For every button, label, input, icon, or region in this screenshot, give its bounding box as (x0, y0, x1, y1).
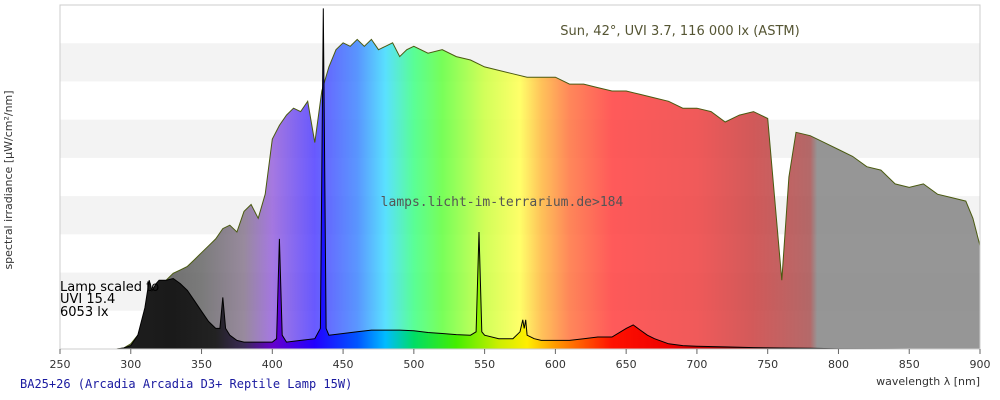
x-tick-label: 300 (120, 358, 141, 371)
watermark: lamps.licht-im-terrarium.de>184 (381, 195, 624, 210)
sun-legend-label: Sun, 42°, UVI 3.7, 116 000 lx (ASTM) (560, 24, 799, 39)
x-axis: 250 300 350 400 450 500 550 600 650 700 750 800 850 9… (50, 349, 991, 371)
y-axis-label: spectral irradiance [µW/cm²/nm] (2, 90, 15, 269)
plot-frame (59, 4, 981, 350)
x-tick-label: 250 (50, 358, 71, 371)
sun-spectrum-line (116, 38, 980, 349)
x-tick-label: 550 (474, 358, 495, 371)
x-axis-label: wavelength λ [nm] (876, 375, 980, 388)
x-tick-label: 450 (333, 358, 354, 371)
x-tick-label: 900 (970, 358, 991, 371)
x-tick-label: 800 (828, 358, 849, 371)
x-tick-label: 700 (686, 358, 707, 371)
lamp-label-line-3: 6053 lx (60, 305, 109, 320)
lamp-label-line-2: UVI 15.4 (60, 292, 115, 307)
x-tick-label: 750 (757, 358, 778, 371)
lamp-spectrum-line (116, 8, 980, 349)
lamp-label-line-1: Lamp scaled to (60, 280, 159, 295)
x-tick-label: 500 (403, 358, 424, 371)
x-tick-label: 650 (616, 358, 637, 371)
x-tick-label: 350 (191, 358, 212, 371)
x-tick-label: 400 (262, 358, 283, 371)
x-tick-label: 850 (899, 358, 920, 371)
lamp-spectrum-area (116, 8, 980, 349)
lamp-caption: BA25+26 (Arcadia Arcadia D3+ Reptile Lam… (20, 377, 353, 391)
x-tick-label: 600 (545, 358, 566, 371)
